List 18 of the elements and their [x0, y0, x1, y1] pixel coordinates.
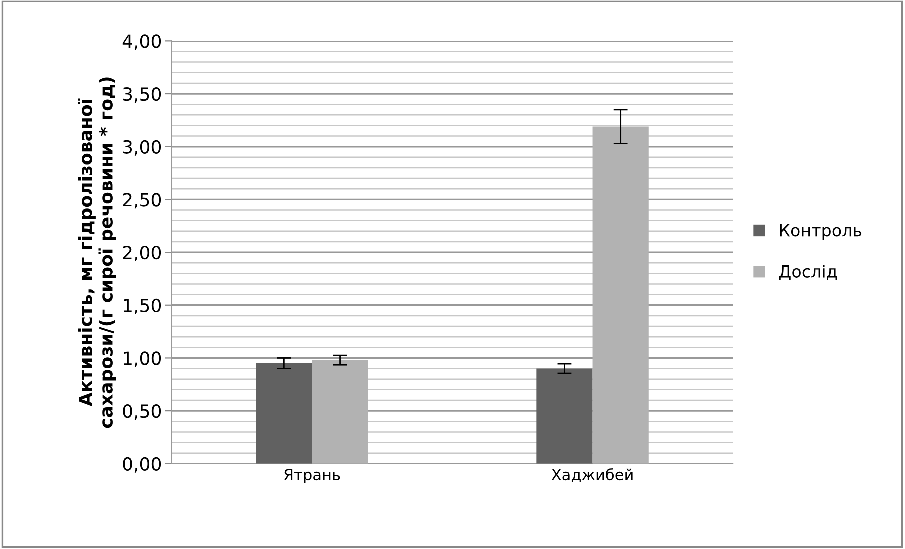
legend-label: Дослід — [779, 265, 837, 280]
x-tick-label: Ятрань — [284, 469, 340, 484]
y-tick-label: 3,00 — [123, 140, 162, 156]
y-tick-label: 3,50 — [123, 87, 162, 103]
bar — [536, 368, 593, 464]
y-tick-label: 4,00 — [122, 34, 162, 50]
y-tick-label: 2,00 — [123, 246, 162, 262]
legend-label: Контроль — [780, 224, 862, 240]
bar — [256, 364, 312, 464]
bar — [592, 126, 649, 464]
y-tick-label: 0,50 — [123, 404, 162, 420]
y-tick-label: 0,00 — [123, 457, 162, 473]
y-tick-label: 1,50 — [124, 298, 162, 314]
y-tick-label: 1,00 — [124, 352, 162, 368]
x-tick-label: Хаджибей — [552, 468, 633, 482]
y-tick-label: 2,50 — [123, 193, 162, 209]
y-axis-title: Активність, мг гідролізованої сахарози/(г сирої речовини * год) — [78, 78, 116, 428]
bar — [312, 360, 368, 464]
